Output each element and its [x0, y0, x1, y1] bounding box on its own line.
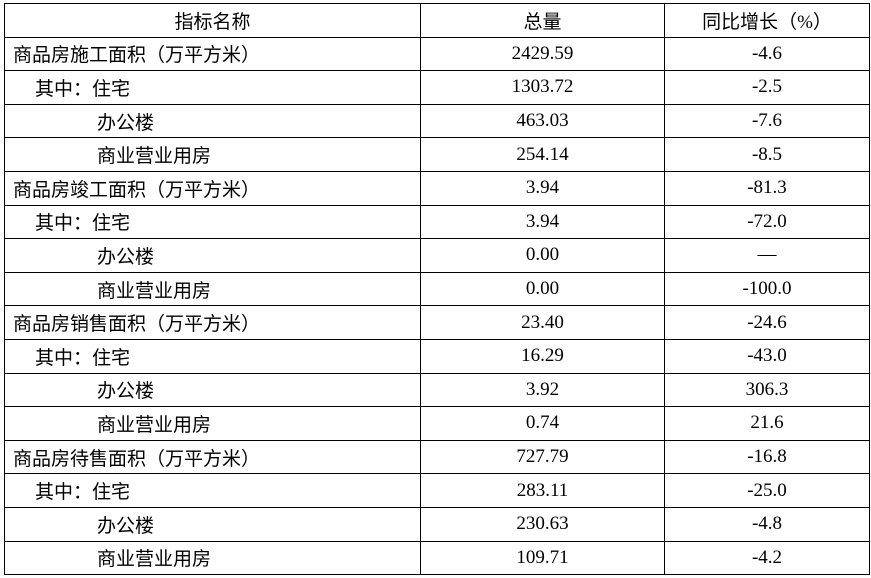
indicator-name-cell: 商业营业用房	[4, 137, 421, 172]
table-row: 办公楼 463.03 -7.6	[4, 103, 870, 139]
indicator-name-cell: 办公楼	[4, 372, 421, 408]
total-cell: 283.11	[420, 473, 665, 508]
indicator-name-cell: 其中：住宅	[4, 70, 421, 105]
total-cell: 230.63	[420, 506, 665, 542]
indicator-name-cell: 其中：住宅	[4, 473, 421, 508]
growth-cell: -43.0	[664, 338, 870, 374]
total-cell: 23.40	[420, 305, 665, 340]
growth-cell: -2.5	[664, 70, 870, 105]
table-row: 其中：住宅 3.94 -72.0	[4, 204, 870, 240]
table-row: 办公楼 3.92 306.3	[4, 372, 870, 408]
table-row: 其中：住宅 1303.72 -2.5	[4, 70, 870, 105]
header-yoy-growth: 同比增长（%）	[664, 3, 870, 38]
table-row: 商品房销售面积（万平方米） 23.40 -24.6	[4, 305, 870, 340]
indicator-name-cell: 商业营业用房	[4, 271, 421, 307]
growth-cell: -8.5	[664, 137, 870, 172]
statistics-table: 指标名称 总量 同比增长（%） 商品房施工面积（万平方米） 2429.59 -4.6…	[4, 3, 870, 576]
indicator-name-cell: 办公楼	[4, 238, 421, 273]
total-cell: 3.94	[420, 170, 665, 206]
growth-cell: -4.6	[664, 36, 870, 72]
total-cell: 0.00	[420, 271, 665, 307]
indicator-name-cell: 商品房施工面积（万平方米）	[4, 36, 421, 72]
indicator-name-cell: 商品房待售面积（万平方米）	[4, 439, 421, 475]
total-cell: 254.14	[420, 137, 665, 172]
total-cell: 0.00	[420, 238, 665, 273]
growth-cell: -7.6	[664, 103, 870, 139]
growth-cell: -81.3	[664, 170, 870, 206]
table-row: 其中：住宅 283.11 -25.0	[4, 473, 870, 508]
growth-cell: -16.8	[664, 439, 870, 475]
total-cell: 1303.72	[420, 70, 665, 105]
growth-cell: -72.0	[664, 204, 870, 240]
total-cell: 727.79	[420, 439, 665, 475]
growth-cell: -4.2	[664, 540, 870, 576]
indicator-name-cell: 办公楼	[4, 103, 421, 139]
growth-cell: —	[664, 238, 870, 273]
table-row: 其中：住宅 16.29 -43.0	[4, 338, 870, 374]
total-cell: 2429.59	[420, 36, 665, 72]
table-header-row: 指标名称 总量 同比增长（%）	[4, 3, 870, 38]
total-cell: 3.94	[420, 204, 665, 240]
growth-cell: -25.0	[664, 473, 870, 508]
growth-cell: -4.8	[664, 506, 870, 542]
indicator-name-cell: 商业营业用房	[4, 406, 421, 441]
indicator-name-cell: 商品房销售面积（万平方米）	[4, 305, 421, 340]
growth-cell: 21.6	[664, 406, 870, 441]
growth-cell: -24.6	[664, 305, 870, 340]
total-cell: 0.74	[420, 406, 665, 441]
table-row: 商业营业用房 254.14 -8.5	[4, 137, 870, 172]
table-row: 商品房施工面积（万平方米） 2429.59 -4.6	[4, 36, 870, 72]
growth-cell: -100.0	[664, 271, 870, 307]
indicator-name-cell: 其中：住宅	[4, 338, 421, 374]
total-cell: 109.71	[420, 540, 665, 576]
total-cell: 463.03	[420, 103, 665, 139]
indicator-name-cell: 商品房竣工面积（万平方米）	[4, 170, 421, 206]
growth-cell: 306.3	[664, 372, 870, 408]
table-row: 办公楼 0.00—	[4, 238, 870, 273]
indicator-name-cell: 办公楼	[4, 506, 421, 542]
total-cell: 16.29	[420, 338, 665, 374]
table-row: 商业营业用房 0.00 -100.0	[4, 271, 870, 307]
total-cell: 3.92	[420, 372, 665, 408]
table-row: 商业营业用房 109.71 -4.2	[4, 540, 870, 576]
table-row: 商品房待售面积（万平方米） 727.79 -16.8	[4, 439, 870, 475]
indicator-name-cell: 其中：住宅	[4, 204, 421, 240]
table-row: 商品房竣工面积（万平方米） 3.94 -81.3	[4, 170, 870, 206]
indicator-name-cell: 商业营业用房	[4, 540, 421, 576]
table-row: 商业营业用房 0.74 21.6	[4, 406, 870, 441]
table-row: 办公楼 230.63 -4.8	[4, 506, 870, 542]
header-indicator-name: 指标名称	[4, 3, 421, 38]
header-total: 总量	[420, 3, 665, 38]
